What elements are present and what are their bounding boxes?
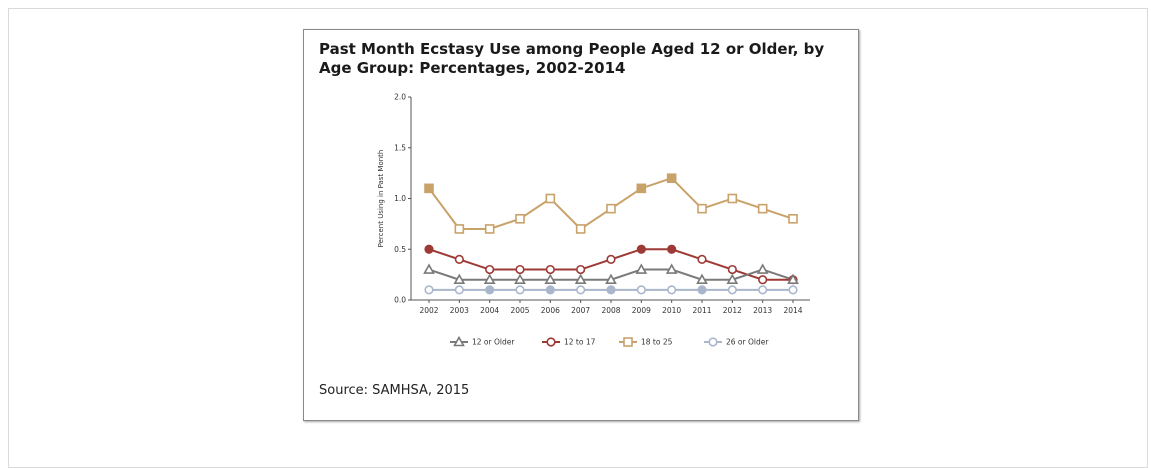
x-tick-label: 2005	[510, 306, 529, 315]
legend-label: 12 to 17	[564, 338, 596, 347]
data-point-12-or-older	[544, 273, 557, 284]
data-point-26-or-older	[697, 285, 707, 295]
data-point-26-or-older	[788, 285, 798, 295]
x-tick-label: 2008	[601, 306, 620, 315]
data-point-12-or-older	[756, 263, 769, 274]
x-tick-label: 2012	[723, 306, 742, 315]
data-point-26-or-older	[485, 285, 495, 295]
x-tick-label: 2007	[571, 306, 590, 315]
x-tick-label: 2013	[753, 306, 772, 315]
chart-title: Past Month Ecstasy Use among People Aged…	[319, 40, 825, 77]
data-point-26-or-older	[667, 285, 677, 295]
data-point-12-to-17	[636, 244, 646, 254]
data-point-12-to-17	[667, 244, 677, 254]
data-point-18-to-25	[666, 173, 677, 183]
y-axis-title: Percent Using in Past Month	[377, 150, 385, 248]
data-point-12-to-17	[545, 264, 555, 275]
data-point-12-or-older	[483, 273, 496, 284]
line-chart: 0.0 0.5 1.0 1.5 2.0 2002 2003 2004 2005 2006 2007 2…	[377, 93, 810, 347]
y-tick-label: 0.5	[394, 245, 406, 254]
data-point-26-or-older	[515, 285, 525, 295]
data-point-18-to-25	[757, 203, 768, 214]
data-point-12-or-older	[574, 273, 587, 284]
y-tick-label: 1.5	[394, 143, 406, 152]
data-point-12-to-17	[758, 275, 768, 285]
x-tick-label: 2002	[419, 306, 438, 315]
data-point-18-to-25	[697, 203, 707, 214]
data-point-18-to-25	[515, 214, 525, 224]
data-point-12-or-older	[514, 273, 526, 284]
data-point-18-to-25	[454, 224, 465, 234]
legend-swatch-marker	[708, 337, 718, 347]
data-point-18-to-25	[606, 203, 616, 214]
data-point-18-to-25	[484, 224, 495, 234]
data-point-12-or-older	[665, 263, 678, 274]
chart-markers	[423, 173, 799, 295]
data-point-12-or-older	[453, 273, 466, 284]
data-point-26-or-older	[758, 285, 768, 295]
chart-legend: 12 or Older 12 to 17 18 to 25 26 or Older	[450, 335, 769, 347]
y-tick-label: 0.0	[394, 296, 406, 305]
data-point-26-or-older	[576, 285, 586, 295]
data-point-18-to-25	[788, 214, 798, 224]
data-point-12-to-17	[515, 264, 525, 275]
data-point-12-to-17	[697, 254, 707, 264]
source-note: Source: SAMHSA, 2015	[319, 383, 470, 398]
data-point-18-to-25	[424, 183, 434, 194]
legend-swatch-marker	[453, 335, 465, 347]
legend-label: 12 or Older	[472, 338, 515, 347]
data-point-12-to-17	[576, 264, 586, 275]
legend-label: 18 to 25	[641, 338, 673, 347]
data-point-12-or-older	[605, 273, 617, 284]
data-point-12-to-17	[606, 254, 616, 264]
data-point-12-or-older	[787, 273, 799, 284]
legend-swatch-marker	[623, 337, 633, 347]
x-tick-label: 2011	[692, 306, 711, 315]
data-point-12-to-17	[485, 264, 495, 275]
y-tick-label: 1.0	[394, 194, 406, 203]
x-tick-label: 2009	[632, 306, 651, 315]
data-point-12-to-17	[424, 244, 434, 254]
data-point-18-to-25	[727, 193, 738, 204]
data-point-12-or-older	[423, 263, 435, 274]
data-point-12-or-older	[696, 273, 708, 284]
y-tick-label: 2.0	[394, 93, 406, 102]
data-point-26-or-older	[636, 285, 646, 295]
data-point-26-or-older	[424, 285, 434, 295]
data-point-18-to-25	[575, 224, 586, 234]
data-point-12-to-17	[454, 254, 464, 264]
figure-card: Past Month Ecstasy Use among People Aged…	[303, 29, 859, 421]
data-point-26-or-older	[545, 285, 555, 295]
data-point-26-or-older	[606, 285, 616, 295]
data-point-26-or-older	[454, 285, 464, 295]
data-point-12-to-17	[727, 264, 737, 275]
x-tick-label: 2004	[480, 306, 499, 315]
legend-label: 26 or Older	[726, 338, 769, 347]
data-point-12-or-older	[726, 273, 739, 284]
chart-series-lines	[428, 177, 794, 291]
x-tick-label: 2014	[783, 306, 802, 315]
x-tick-label: 2006	[541, 306, 560, 315]
data-point-18-to-25	[636, 183, 647, 194]
data-point-18-to-25	[545, 193, 556, 204]
chart-axes: 0.0 0.5 1.0 1.5 2.0 2002 2003 2004 2005 2006 2007 2…	[377, 93, 810, 315]
x-tick-label: 2003	[450, 306, 469, 315]
data-point-12-or-older	[635, 263, 648, 274]
legend-swatch-marker	[546, 337, 556, 347]
data-point-26-or-older	[727, 285, 737, 295]
series-line-18-to-25	[428, 177, 794, 231]
x-tick-label: 2010	[662, 306, 681, 315]
